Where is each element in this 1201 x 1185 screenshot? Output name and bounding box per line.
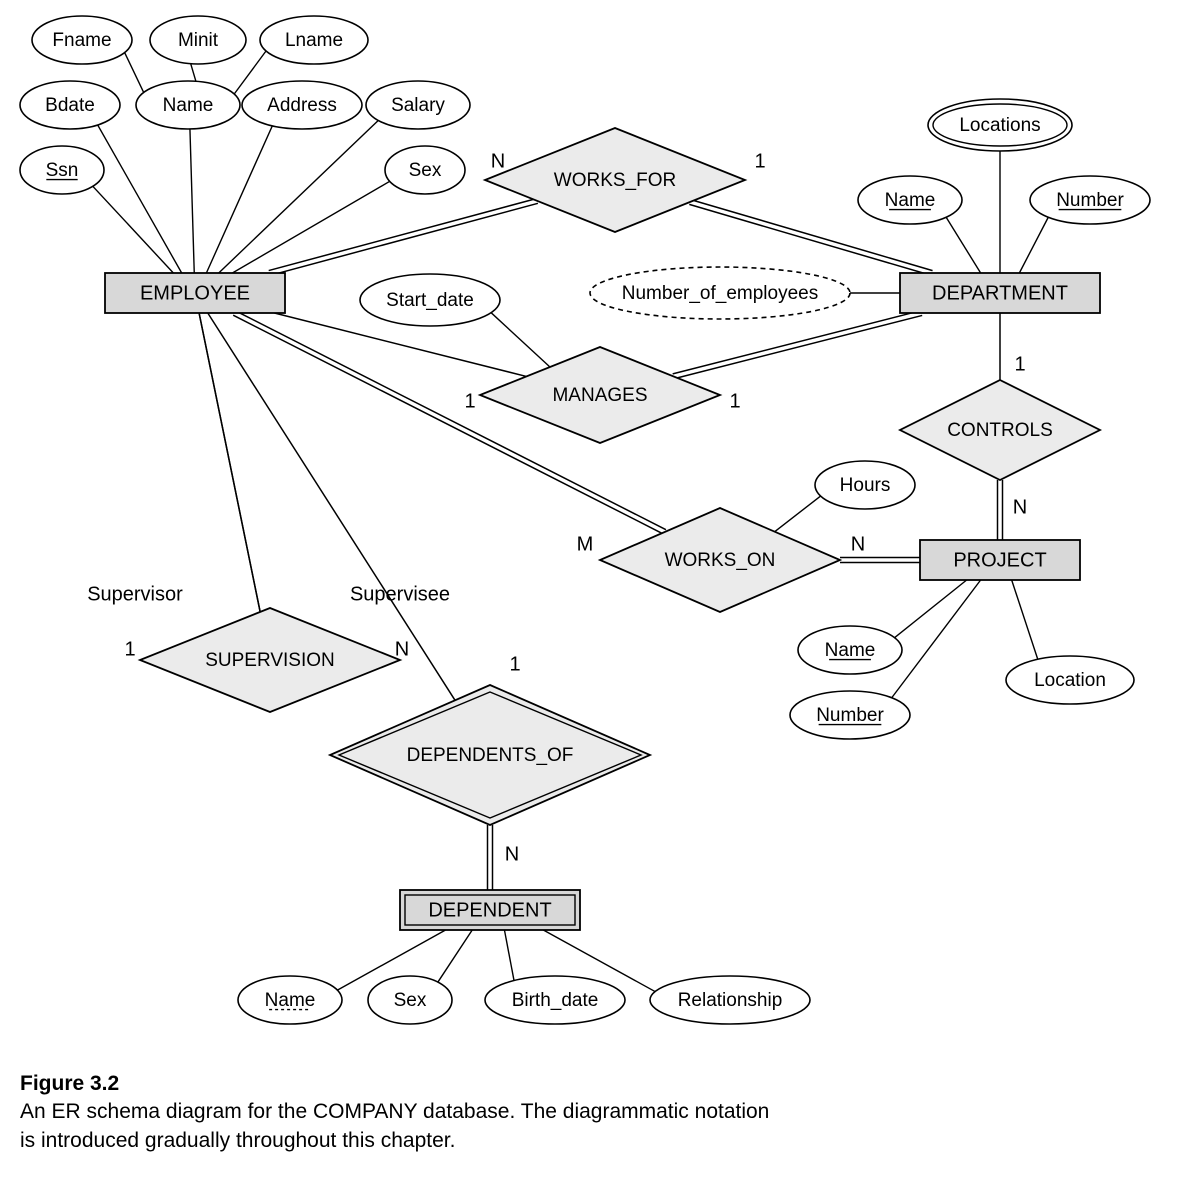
svg-text:1: 1 (124, 638, 135, 660)
svg-text:Number_of_employees: Number_of_employees (622, 283, 818, 304)
caption-line2: is introduced gradually throughout this … (20, 1129, 455, 1152)
caption-line1: An ER schema diagram for the COMPANY dat… (20, 1100, 769, 1123)
svg-text:1: 1 (509, 653, 520, 675)
svg-text:DEPENDENT: DEPENDENT (428, 899, 551, 921)
svg-text:1: 1 (754, 150, 765, 172)
svg-text:Bdate: Bdate (45, 95, 95, 116)
svg-text:Hours: Hours (840, 475, 891, 496)
caption-title: Figure 3.2 (20, 1072, 119, 1095)
svg-text:1: 1 (1014, 353, 1025, 375)
svg-text:N: N (395, 638, 409, 660)
svg-text:1: 1 (464, 390, 475, 412)
svg-text:Name: Name (265, 990, 316, 1011)
svg-text:N: N (505, 843, 519, 865)
svg-text:DEPENDENTS_OF: DEPENDENTS_OF (407, 745, 574, 766)
svg-text:Relationship: Relationship (678, 990, 783, 1011)
svg-text:Number: Number (816, 705, 884, 726)
svg-text:N: N (1013, 496, 1027, 518)
svg-text:N: N (851, 533, 865, 555)
svg-text:MANAGES: MANAGES (552, 385, 647, 406)
svg-text:WORKS_ON: WORKS_ON (665, 550, 776, 571)
figure-caption: Figure 3.2 An ER schema diagram for the … (20, 1070, 1181, 1155)
svg-text:Locations: Locations (959, 115, 1040, 136)
svg-text:Number: Number (1056, 190, 1124, 211)
svg-text:PROJECT: PROJECT (953, 549, 1046, 571)
svg-text:SUPERVISION: SUPERVISION (205, 650, 335, 671)
svg-text:Sex: Sex (409, 160, 442, 181)
svg-text:Fname: Fname (52, 30, 111, 51)
svg-text:Lname: Lname (285, 30, 343, 51)
svg-text:Birth_date: Birth_date (512, 990, 599, 1011)
svg-text:Name: Name (885, 190, 936, 211)
svg-text:WORKS_FOR: WORKS_FOR (554, 170, 676, 191)
svg-text:Supervisor: Supervisor (87, 583, 183, 605)
svg-text:Address: Address (267, 95, 337, 116)
svg-text:Supervisee: Supervisee (350, 583, 450, 605)
svg-text:DEPARTMENT: DEPARTMENT (932, 282, 1068, 304)
svg-text:Minit: Minit (178, 30, 219, 51)
svg-text:Sex: Sex (394, 990, 427, 1011)
svg-text:CONTROLS: CONTROLS (947, 420, 1053, 441)
svg-text:Ssn: Ssn (46, 160, 79, 181)
svg-text:Name: Name (825, 640, 876, 661)
svg-text:Salary: Salary (391, 95, 445, 116)
svg-text:1: 1 (729, 390, 740, 412)
svg-text:Location: Location (1034, 670, 1106, 691)
svg-text:N: N (491, 150, 505, 172)
svg-text:M: M (577, 533, 594, 555)
svg-text:Name: Name (163, 95, 214, 116)
svg-text:EMPLOYEE: EMPLOYEE (140, 282, 250, 304)
svg-text:Start_date: Start_date (386, 290, 474, 311)
er-diagram: EMPLOYEE DEPARTMENT PROJECT DEPENDENT WORKS_… (0, 0, 1201, 1060)
